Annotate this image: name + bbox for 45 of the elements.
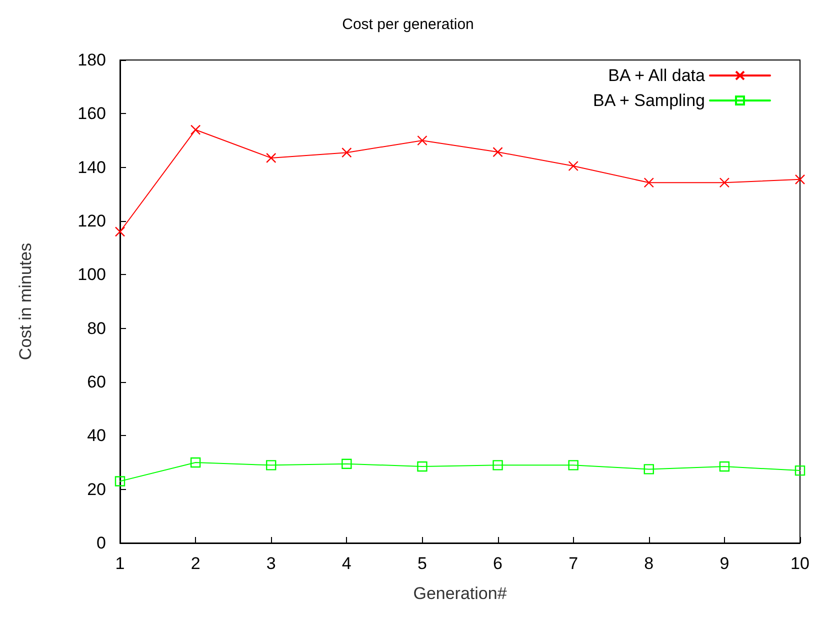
- x-tick-label: 6: [493, 554, 503, 573]
- legend-label: BA + Sampling: [593, 91, 705, 110]
- y-tick-label: 60: [87, 372, 106, 392]
- point: [794, 465, 806, 476]
- point: [644, 178, 654, 188]
- y-tick-label: 80: [87, 318, 106, 338]
- x-tick-label: 5: [417, 554, 427, 573]
- y-tick-label: 120: [78, 212, 106, 230]
- x-tick-label: 4: [342, 554, 352, 573]
- legend-label: BA + All data: [608, 66, 706, 85]
- x-axis-title: Generation#: [413, 584, 508, 603]
- point: [794, 174, 806, 185]
- y-tick-label: 100: [78, 265, 106, 284]
- y-axis-title: Cost in minutes: [16, 242, 35, 360]
- point: [417, 461, 428, 472]
- point: [266, 460, 276, 470]
- y-tick-label: 40: [87, 426, 106, 446]
- y-tick-label: 140: [78, 158, 106, 177]
- point: [342, 458, 352, 469]
- x-tick-label: 7: [568, 554, 578, 573]
- point: [190, 457, 201, 468]
- x-tick-label: 2: [190, 554, 200, 573]
- y-tick-label: 180: [78, 50, 106, 70]
- point: [417, 135, 428, 146]
- point: [568, 460, 578, 470]
- y-tick-label: 20: [87, 480, 106, 499]
- x-tick-label: 1: [115, 554, 125, 573]
- point: [266, 152, 276, 164]
- x-tick-label: 10: [790, 554, 810, 573]
- point: [342, 147, 352, 158]
- chart-title: Cost per generation: [342, 16, 474, 33]
- point: [190, 124, 201, 135]
- y-tick-label: 160: [78, 104, 106, 124]
- point: [492, 146, 503, 158]
- point: [644, 464, 654, 474]
- point: [568, 160, 578, 172]
- point: [114, 226, 126, 237]
- x-tick-label: 3: [266, 554, 276, 573]
- point: [719, 178, 730, 188]
- point: [719, 461, 730, 472]
- x-tick-label: 8: [644, 554, 654, 573]
- point: [114, 476, 126, 486]
- y-tick-label: 0: [96, 534, 106, 552]
- x-tick-label: 9: [720, 554, 730, 573]
- point: [492, 460, 503, 470]
